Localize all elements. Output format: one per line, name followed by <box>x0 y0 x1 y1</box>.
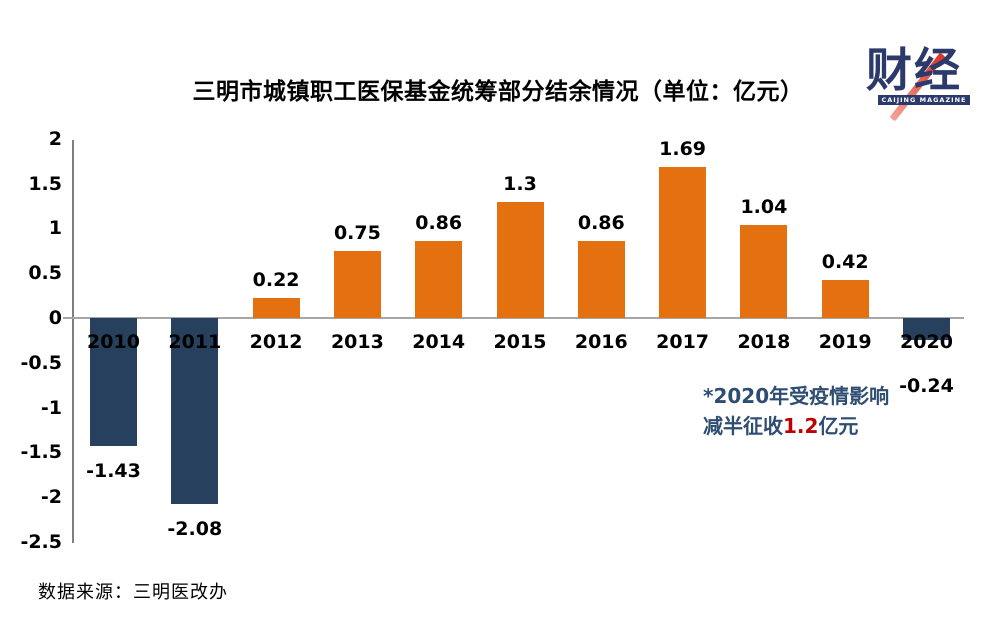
annotation-line2: 减半征收1.2亿元 <box>703 414 859 438</box>
value-label-2018: 1.04 <box>740 195 788 218</box>
zero-gridline <box>72 317 964 319</box>
category-label-2020: 2020 <box>900 331 953 353</box>
bar-2013 <box>333 250 381 318</box>
bar-2019 <box>821 280 869 318</box>
category-label-2018: 2018 <box>737 331 791 353</box>
category-label-2014: 2014 <box>412 331 466 353</box>
value-label-2012: 0.22 <box>252 269 300 292</box>
y-tick-label: -1 <box>40 396 62 419</box>
bar-2020 <box>903 318 950 340</box>
bar-2010 <box>90 318 137 447</box>
annotation-highlight: 1.2 <box>783 414 819 438</box>
value-label-2013: 0.75 <box>333 221 381 244</box>
bar-2014 <box>415 240 463 318</box>
category-label-2019: 2019 <box>818 331 872 353</box>
bar-2016 <box>577 240 625 318</box>
caijing-magazine-logo: 财经 CAIJING MAGAZINE <box>862 43 974 122</box>
y-tick-label: -1.5 <box>20 441 62 464</box>
y-tick-label: -2.5 <box>20 531 62 553</box>
y-tick-label: -2 <box>40 486 62 509</box>
value-label-2014: 0.86 <box>415 211 463 234</box>
y-tick-label: 2 <box>48 127 62 150</box>
value-label-2015: 1.3 <box>503 172 537 195</box>
bar-2017 <box>659 166 707 318</box>
category-label-2017: 2017 <box>656 331 710 353</box>
y-tick-label: 0.5 <box>28 262 62 285</box>
data-source: 数据来源：三明医改办 <box>38 582 228 603</box>
value-label-2019: 0.42 <box>821 251 869 274</box>
logo-subtitle: CAIJING MAGAZINE <box>878 95 970 105</box>
y-tick-label: -0.5 <box>20 351 62 374</box>
annotation-line1: *2020年受疫情影响 <box>703 384 890 408</box>
value-label-2017: 1.69 <box>659 137 707 160</box>
category-label-2013: 2013 <box>330 331 384 353</box>
logo-wordmark: 财经 <box>866 43 962 97</box>
value-label-2011: -2.08 <box>167 518 223 541</box>
chart-title: 三明市城镇职工医保基金统筹部分结余情况（单位：亿元） <box>192 79 804 105</box>
category-label-2010: 2010 <box>87 331 140 353</box>
y-tick-label: 1.5 <box>28 172 62 195</box>
y-axis-line <box>72 140 74 543</box>
category-label-2012: 2012 <box>249 331 303 353</box>
bar-2011 <box>171 318 219 505</box>
bar-2018 <box>740 224 788 318</box>
category-label-2015: 2015 <box>493 331 547 353</box>
value-label-2016: 0.86 <box>577 211 625 234</box>
category-label-2016: 2016 <box>574 331 628 353</box>
y-tick-label: 1 <box>48 217 62 240</box>
value-label-2010: -1.43 <box>86 460 141 483</box>
bar-2015 <box>496 201 544 318</box>
annotation: *2020年受疫情影响 减半征收1.2亿元 <box>703 381 889 441</box>
value-label-2020: -0.24 <box>899 375 954 397</box>
category-label-2011: 2011 <box>168 331 222 353</box>
zero-tick <box>63 317 72 319</box>
bar-2012 <box>252 298 300 318</box>
y-tick-label: 0 <box>48 307 62 329</box>
